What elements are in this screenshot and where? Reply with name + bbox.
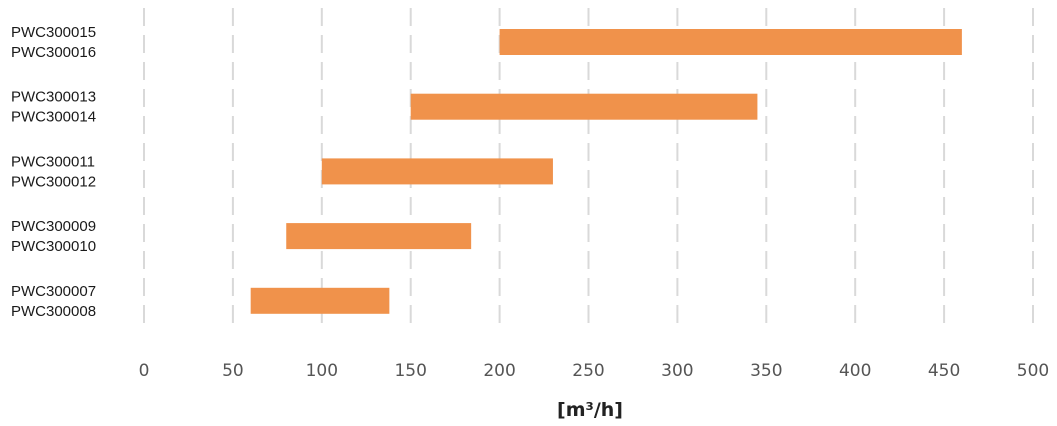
x-axis-title: [m³/h] bbox=[557, 399, 623, 421]
category-label-PWC300007: PWC300007 bbox=[11, 283, 96, 300]
gridlines bbox=[143, 8, 1034, 328]
category-label-PWC300013: PWC300013 bbox=[11, 89, 96, 106]
x-tick-label-150: 150 bbox=[394, 361, 426, 381]
category-label-PWC300009: PWC300009 bbox=[11, 218, 96, 235]
x-tick-label-200: 200 bbox=[483, 361, 515, 381]
bar-PWC300015-PWC300016 bbox=[499, 29, 962, 55]
x-tick-label-100: 100 bbox=[306, 361, 338, 381]
category-label: PWC300007 PWC300008 bbox=[11, 283, 96, 320]
category-label: PWC300013 PWC300014 bbox=[11, 89, 96, 126]
x-tick-label-300: 300 bbox=[661, 361, 693, 381]
bars bbox=[250, 29, 962, 314]
bar-PWC300011-PWC300012 bbox=[321, 158, 553, 185]
category-label: PWC300011 PWC300012 bbox=[11, 153, 96, 190]
x-tick-label-450: 450 bbox=[928, 361, 960, 381]
category-label-PWC300016: PWC300016 bbox=[11, 44, 96, 61]
x-tick-label-400: 400 bbox=[839, 361, 871, 381]
category-labels: PWC300015PWC300016PWC300013PWC300014PWC3… bbox=[11, 24, 96, 320]
bar-PWC300009-PWC300010 bbox=[286, 223, 472, 250]
category-label-PWC300015: PWC300015 bbox=[11, 24, 96, 41]
x-tick-label-500: 500 bbox=[1017, 361, 1049, 381]
x-tick-label-0: 0 bbox=[139, 361, 150, 381]
x-tick-label-350: 350 bbox=[750, 361, 782, 381]
category-label-PWC300008: PWC300008 bbox=[11, 303, 96, 320]
bar-PWC300007-PWC300008 bbox=[250, 287, 390, 314]
bar-PWC300013-PWC300014 bbox=[410, 93, 758, 120]
category-label: PWC300009 PWC300010 bbox=[11, 218, 96, 255]
category-label: PWC300015 PWC300016 bbox=[11, 24, 96, 61]
x-tick-label-250: 250 bbox=[572, 361, 604, 381]
x-tick-labels: 0 50 100 150 200 250 300 350 400 450 500 bbox=[139, 361, 1050, 381]
category-label-PWC300010: PWC300010 bbox=[11, 238, 96, 255]
category-label-PWC300012: PWC300012 bbox=[11, 173, 96, 190]
x-tick-label-50: 50 bbox=[222, 361, 244, 381]
category-label-PWC300014: PWC300014 bbox=[11, 109, 96, 126]
category-label-PWC300011: PWC300011 bbox=[11, 153, 95, 170]
